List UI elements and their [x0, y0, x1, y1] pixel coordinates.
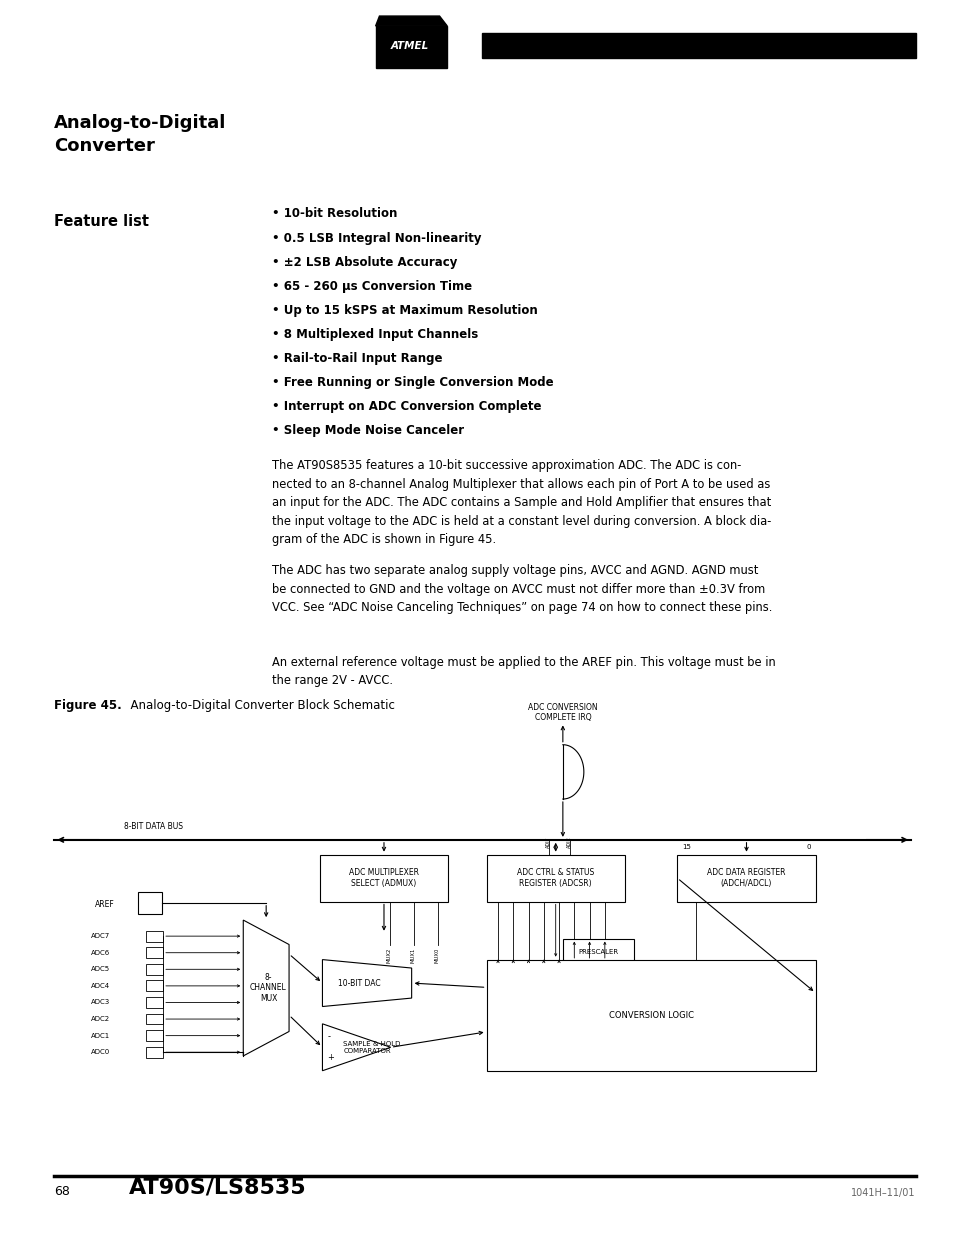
Text: • Up to 15 kSPS at Maximum Resolution: • Up to 15 kSPS at Maximum Resolution: [272, 304, 537, 317]
Bar: [486, 855, 624, 902]
Bar: [138, 892, 162, 914]
Bar: [146, 963, 163, 974]
Text: ADPS2: ADPS2: [571, 963, 577, 979]
Text: ADC MULTIPLEXER
SELECT (ADMUX): ADC MULTIPLEXER SELECT (ADMUX): [349, 868, 418, 888]
Text: ADC0: ADC0: [91, 1050, 110, 1055]
Bar: [562, 939, 634, 966]
Bar: [146, 1014, 163, 1025]
Text: ADC6: ADC6: [91, 950, 110, 956]
Text: • Interrupt on ADC Conversion Complete: • Interrupt on ADC Conversion Complete: [272, 400, 540, 414]
Bar: [319, 855, 448, 902]
Bar: [375, 26, 447, 68]
Text: Analog-to-Digital Converter Block Schematic: Analog-to-Digital Converter Block Schema…: [123, 699, 395, 713]
Text: ADEN: ADEN: [495, 963, 500, 977]
Bar: [481, 33, 915, 58]
Text: MUX1: MUX1: [411, 947, 416, 962]
Text: 0: 0: [805, 844, 810, 850]
Text: The AT90S8535 features a 10-bit successive approximation ADC. The ADC is con-
ne: The AT90S8535 features a 10-bit successi…: [272, 459, 770, 546]
Polygon shape: [375, 16, 447, 26]
Text: • Sleep Mode Noise Canceler: • Sleep Mode Noise Canceler: [272, 425, 463, 437]
Text: ADFR: ADFR: [525, 963, 531, 977]
Text: ADIE: ADIE: [567, 836, 572, 848]
Polygon shape: [322, 960, 412, 1007]
Text: Feature list: Feature list: [54, 214, 150, 228]
Text: 15: 15: [681, 844, 690, 850]
Bar: [677, 855, 815, 902]
Text: AREF: AREF: [94, 899, 114, 909]
Text: +: +: [327, 1053, 334, 1062]
Text: The ADC has two separate analog supply voltage pins, AVCC and AGND. AGND must
be: The ADC has two separate analog supply v…: [272, 564, 772, 614]
Text: SAMPLE & HOLD
COMPARATOR: SAMPLE & HOLD COMPARATOR: [343, 1041, 400, 1053]
Text: ADC5: ADC5: [91, 966, 110, 972]
Text: AT90S/LS8535: AT90S/LS8535: [129, 1178, 306, 1198]
Text: ADSC: ADSC: [510, 963, 516, 977]
Bar: [486, 960, 815, 1071]
Text: 1041H–11/01: 1041H–11/01: [850, 1188, 915, 1198]
Text: ADC4: ADC4: [91, 983, 110, 989]
Text: 8-BIT DATA BUS: 8-BIT DATA BUS: [124, 823, 183, 831]
Text: An external reference voltage must be applied to the AREF pin. This voltage must: An external reference voltage must be ap…: [272, 656, 775, 688]
Bar: [146, 931, 163, 941]
Text: • Rail-to-Rail Input Range: • Rail-to-Rail Input Range: [272, 352, 442, 366]
Text: • ±2 LSB Absolute Accuracy: • ±2 LSB Absolute Accuracy: [272, 256, 456, 269]
Text: • 0.5 LSB Integral Non-linearity: • 0.5 LSB Integral Non-linearity: [272, 232, 481, 245]
Text: 68: 68: [54, 1184, 71, 1198]
Text: -: -: [327, 1032, 330, 1041]
Text: ADC2: ADC2: [91, 1016, 110, 1023]
Polygon shape: [322, 1024, 391, 1071]
Text: ADIF: ADIF: [540, 963, 546, 974]
Text: ADC DATA REGISTER
(ADCH/ADCL): ADC DATA REGISTER (ADCH/ADCL): [706, 868, 785, 888]
Text: • 10-bit Resolution: • 10-bit Resolution: [272, 207, 396, 221]
Text: CONVERSION LOGIC: CONVERSION LOGIC: [608, 1010, 693, 1020]
Text: ADIE: ADIE: [556, 963, 561, 976]
Text: ADC1: ADC1: [91, 1032, 110, 1039]
Text: • 65 - 260 µs Conversion Time: • 65 - 260 µs Conversion Time: [272, 280, 472, 293]
Text: ADPS1: ADPS1: [586, 963, 592, 979]
Polygon shape: [243, 920, 289, 1056]
Text: ADC7: ADC7: [91, 934, 110, 939]
Bar: [146, 1030, 163, 1041]
Bar: [146, 1047, 163, 1057]
Text: • Free Running or Single Conversion Mode: • Free Running or Single Conversion Mode: [272, 375, 553, 389]
Text: ADPS0: ADPS0: [601, 963, 607, 979]
Text: ADIF: ADIF: [546, 837, 551, 848]
Text: ATMEL: ATMEL: [391, 41, 429, 51]
Text: ADCS_0: ADCS_0: [693, 976, 699, 995]
Text: MUX0: MUX0: [435, 947, 439, 962]
Bar: [146, 981, 163, 992]
Text: 8-
CHANNEL
MUX: 8- CHANNEL MUX: [250, 973, 287, 1003]
Text: • 8 Multiplexed Input Channels: • 8 Multiplexed Input Channels: [272, 329, 477, 341]
Text: Analog-to-Digital
Converter: Analog-to-Digital Converter: [54, 114, 227, 154]
Text: ADC CTRL & STATUS
REGISTER (ADCSR): ADC CTRL & STATUS REGISTER (ADCSR): [517, 868, 594, 888]
Text: 10-BIT DAC: 10-BIT DAC: [337, 978, 380, 988]
Bar: [146, 947, 163, 958]
Text: PRESCALER: PRESCALER: [578, 950, 618, 955]
Text: MUX2: MUX2: [387, 947, 392, 962]
Text: ADC CONVERSION
COMPLETE IRQ: ADC CONVERSION COMPLETE IRQ: [528, 703, 597, 722]
Bar: [146, 997, 163, 1008]
Text: Figure 45.: Figure 45.: [54, 699, 122, 713]
Text: ADC3: ADC3: [91, 999, 110, 1005]
